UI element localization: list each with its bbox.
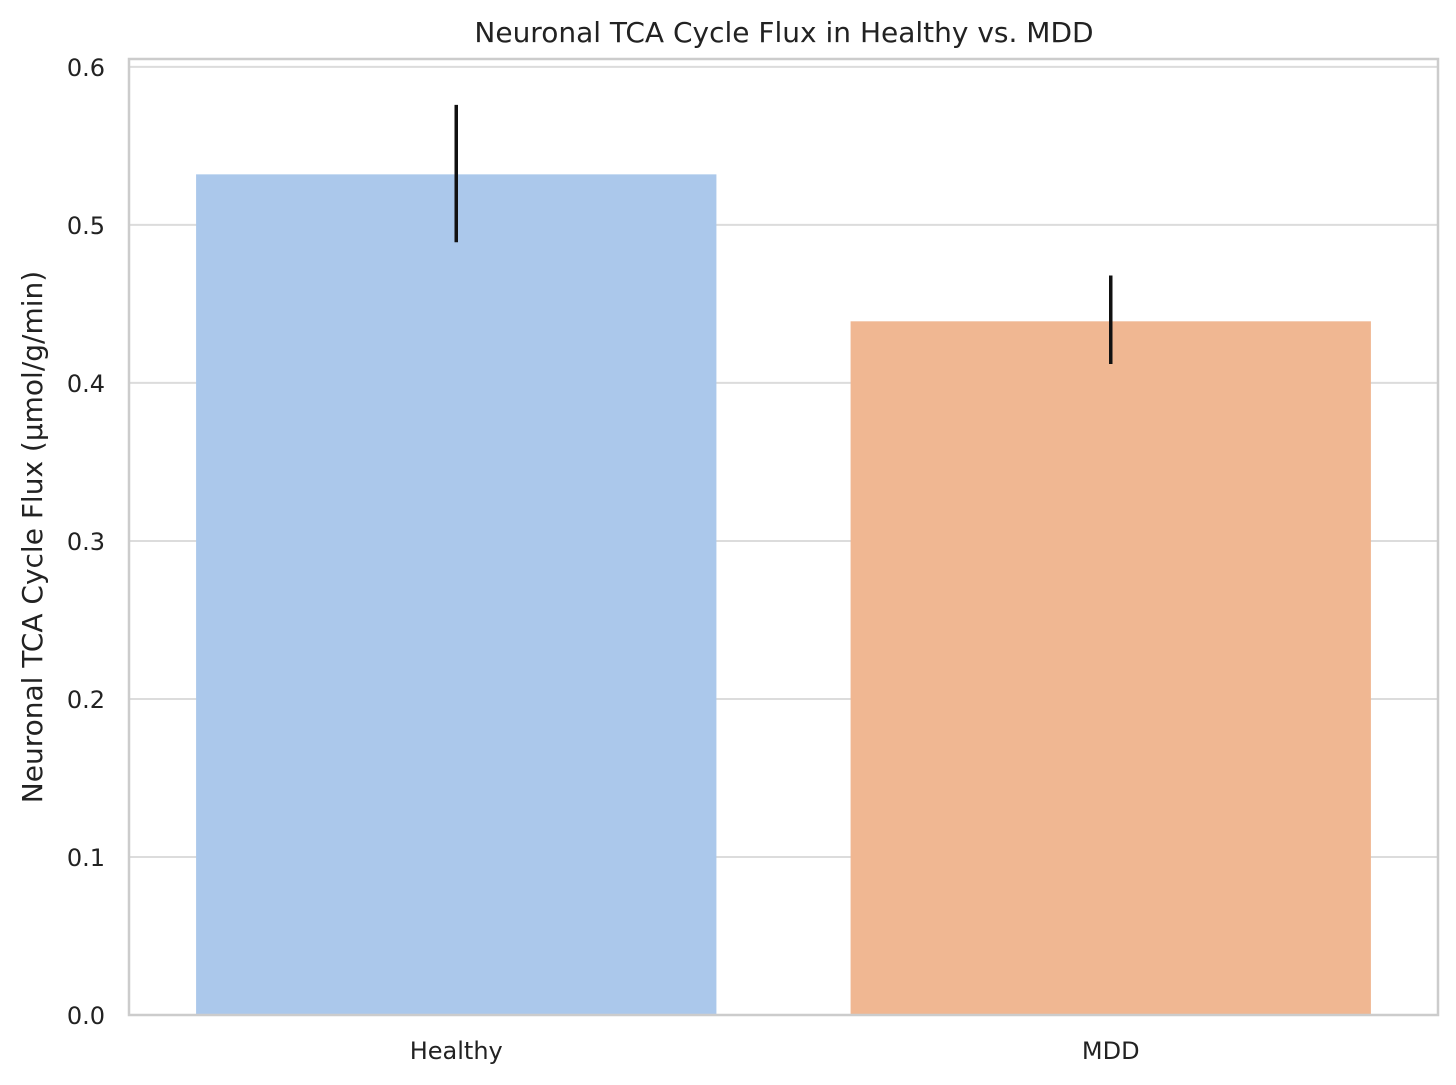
x-tick-label: Healthy (410, 1037, 503, 1065)
error-bars (454, 104, 1113, 364)
x-tick-labels: Healthy MDD (410, 1037, 1140, 1065)
y-tick-label: 0.4 (67, 370, 105, 398)
y-tick-label: 0.5 (67, 212, 105, 240)
bar-healthy (196, 174, 717, 1016)
y-tick-label: 0.2 (67, 686, 105, 714)
bars (196, 174, 1371, 1016)
y-tick-labels: 0.0 0.1 0.2 0.3 0.4 0.5 0.6 (67, 54, 105, 1030)
chart-title: Neuronal TCA Cycle Flux in Healthy vs. M… (474, 16, 1093, 49)
y-axis-label: Neuronal TCA Cycle Flux (μmol/g/min) (16, 271, 49, 803)
y-tick-label: 0.3 (67, 528, 105, 556)
plot-frame (127, 57, 1440, 1017)
y-tick-label: 0.6 (67, 54, 105, 82)
bar-mdd (850, 321, 1371, 1015)
x-tick-label: MDD (1082, 1037, 1140, 1065)
y-tick-label: 0.0 (67, 1002, 105, 1030)
y-tick-label: 0.1 (67, 844, 105, 872)
